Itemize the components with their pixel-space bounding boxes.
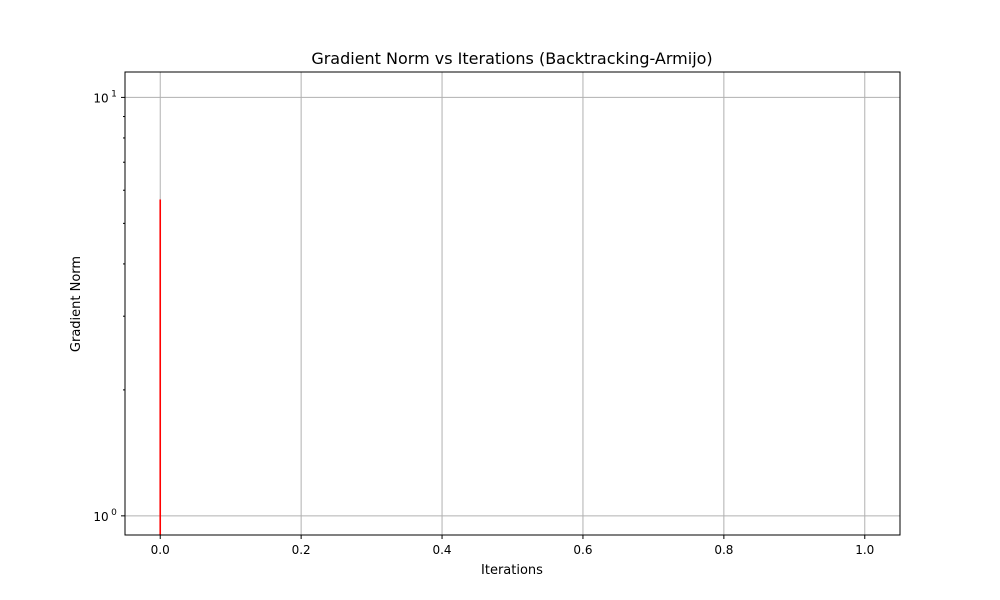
y-tick-exponent: 1 [111, 89, 117, 99]
plot-area-frame [124, 71, 901, 536]
x-tick-label: 0.4 [432, 543, 451, 557]
y-tick-label: 10 1 [93, 89, 117, 105]
chart-title: Gradient Norm vs Iterations (Backtrackin… [311, 49, 712, 68]
x-tick-label: 0.8 [714, 543, 733, 557]
y-tick-base: 10 [93, 91, 108, 105]
y-tick-label: 10 0 [93, 508, 117, 524]
y-axis-label: Gradient Norm [69, 256, 84, 352]
x-tick-label: 0.6 [573, 543, 592, 557]
x-tick-label: 0.2 [292, 543, 311, 557]
x-axis-label: Iterations [481, 563, 543, 578]
grid-lines [125, 72, 900, 535]
y-tick-base: 10 [93, 510, 108, 524]
x-tick-label: 1.0 [855, 543, 874, 557]
y-tick-exponent: 0 [111, 508, 117, 518]
x-tick-label: 0.0 [151, 543, 170, 557]
x-axis-ticks: 0.0 0.2 0.4 0.6 0.8 1.0 [151, 535, 874, 557]
